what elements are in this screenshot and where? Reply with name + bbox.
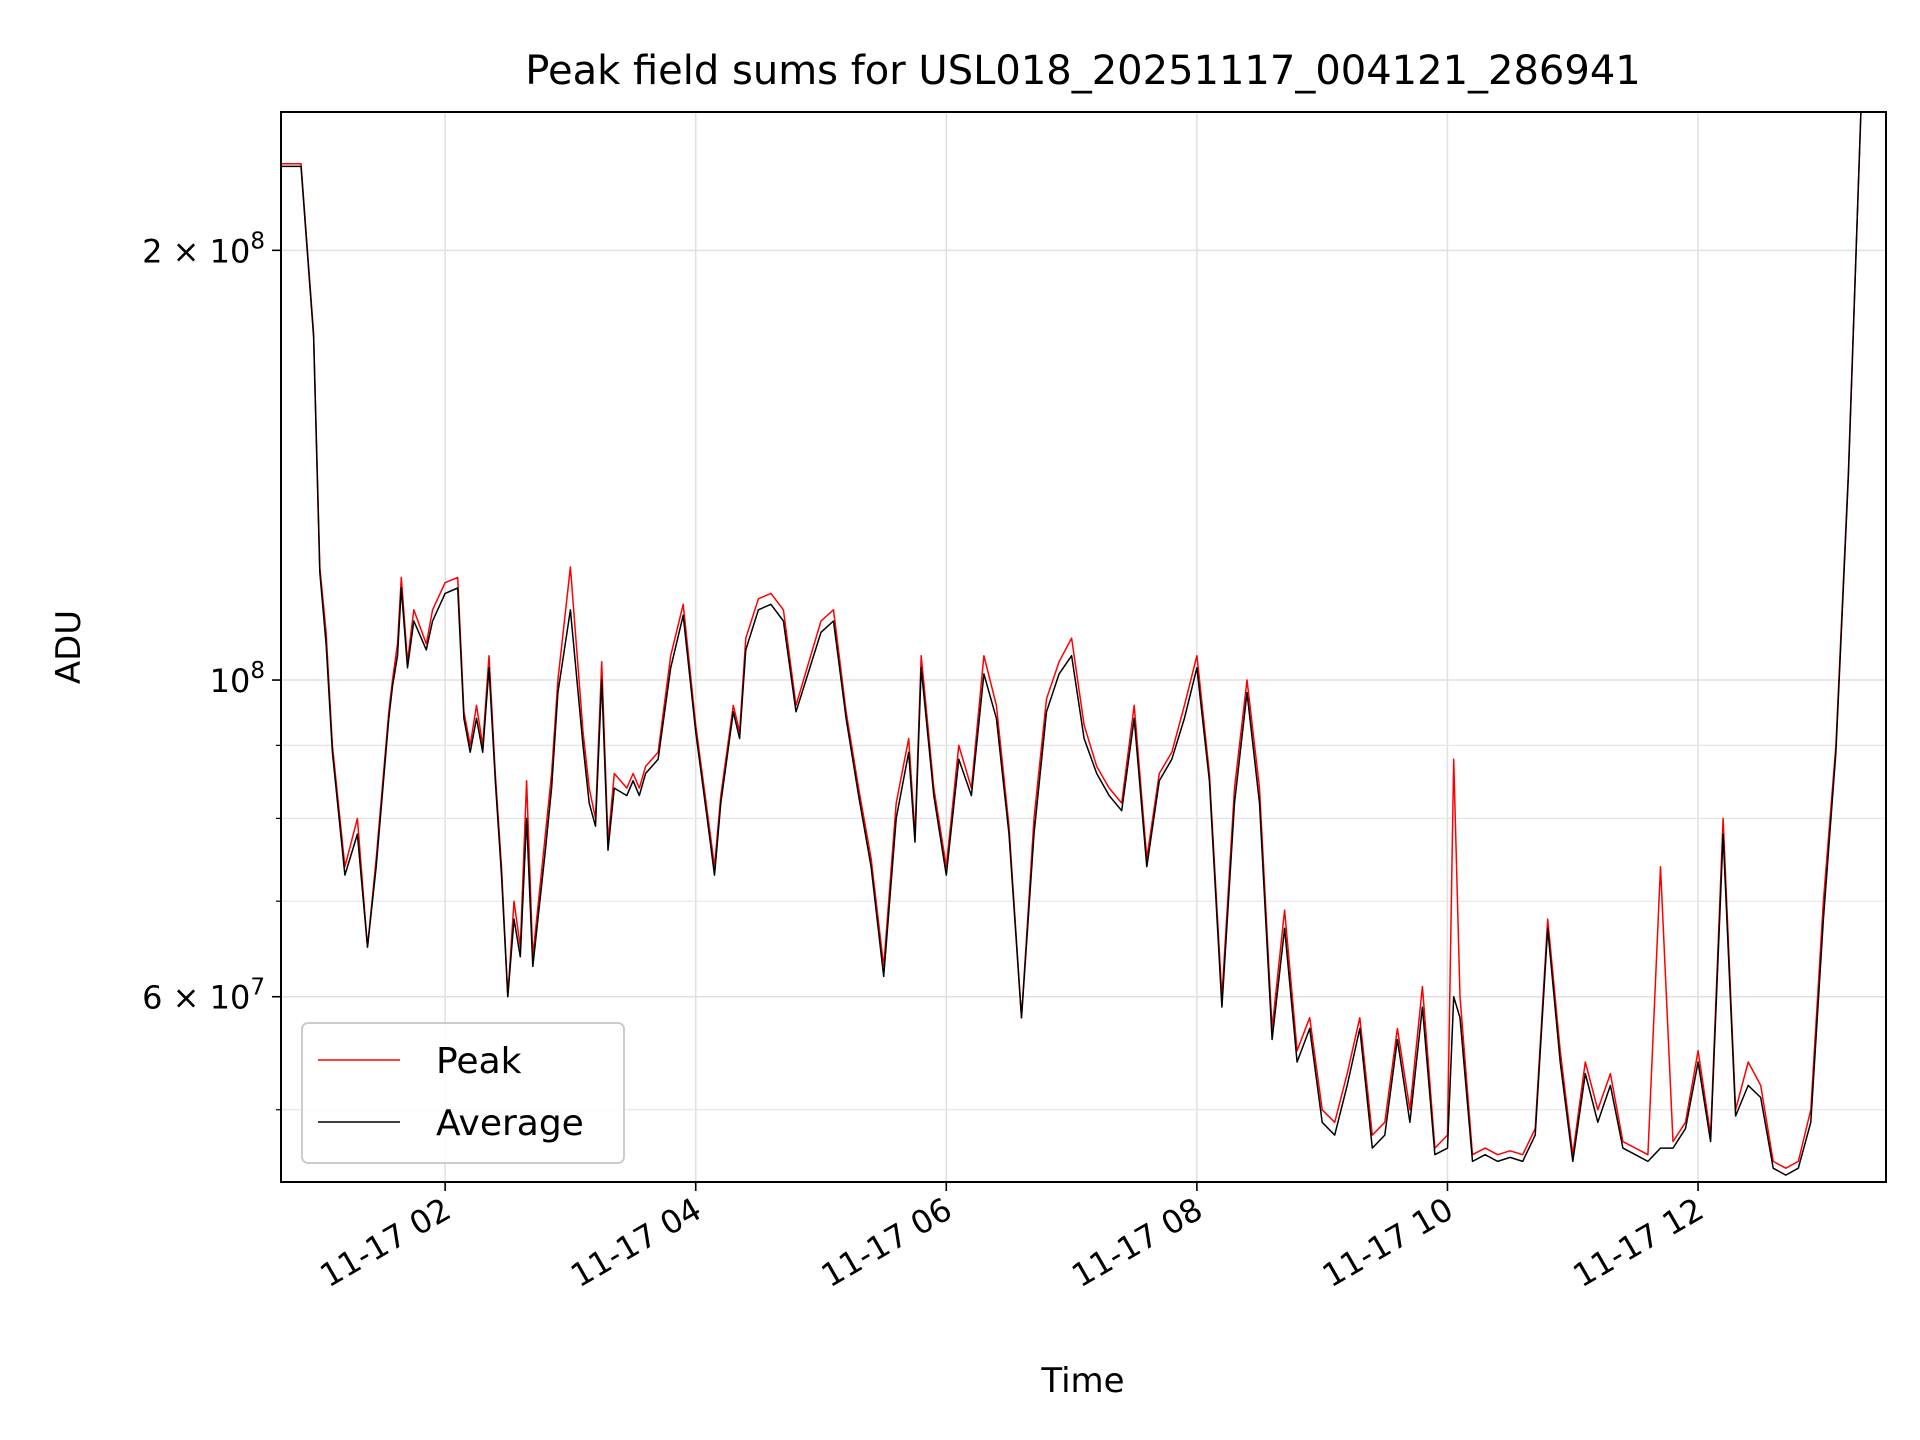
- y-axis-label: ADU: [49, 610, 89, 684]
- legend: Peak Average: [301, 1022, 625, 1164]
- legend-label-average: Average: [436, 1103, 584, 1144]
- grid-lines: [281, 112, 1886, 1182]
- plot-series: [281, 111, 1862, 1176]
- x-axis-label: Time: [1040, 1361, 1124, 1401]
- series-line-average: [281, 111, 1862, 1176]
- y-tick-label: 6 × 107: [142, 975, 265, 1017]
- plot-frame: [280, 111, 1887, 1183]
- legend-box: [301, 1022, 625, 1164]
- y-tick-label: 2 × 108: [142, 228, 265, 270]
- legend-label-peak: Peak: [436, 1041, 522, 1082]
- chart-title: Peak field sums for USL018_20251117_0041…: [525, 48, 1640, 94]
